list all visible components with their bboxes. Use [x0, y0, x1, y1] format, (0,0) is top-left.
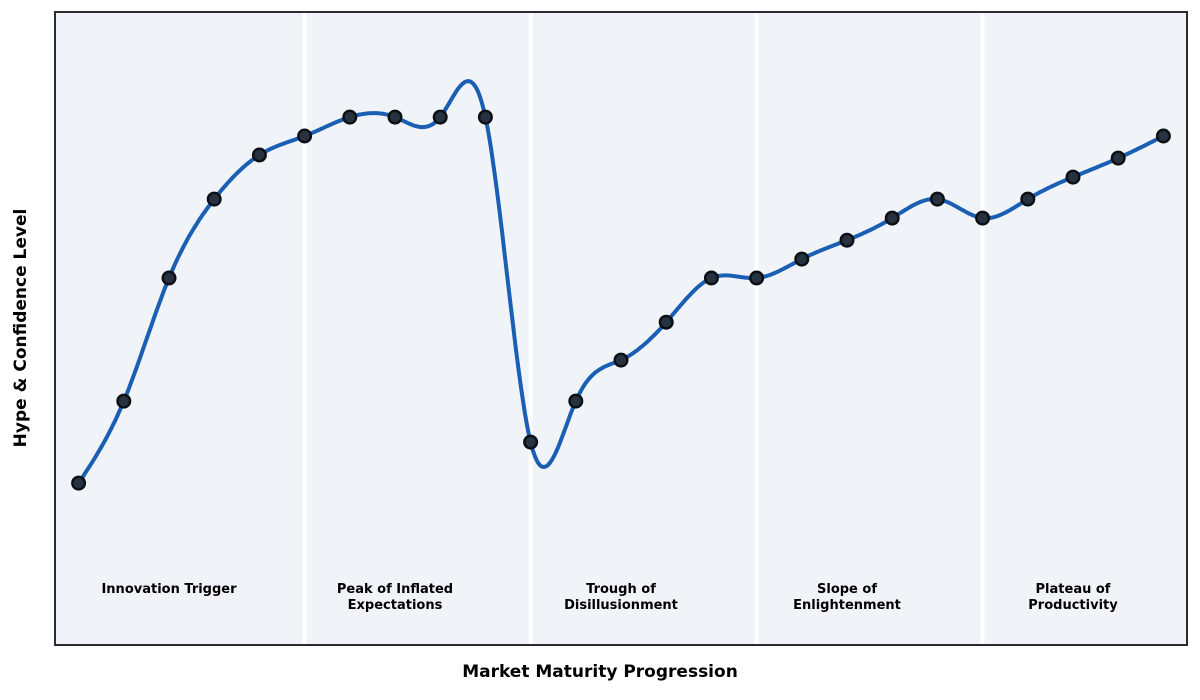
x-axis-label: Market Maturity Progression [462, 662, 738, 682]
phase-label-slope-of-enlightenment: Slope of Enlightenment [793, 582, 901, 613]
plot-area: Innovation Trigger Peak of Inflated Expe… [54, 11, 1188, 646]
phase-label-trough-of-disillusionment: Trough of Disillusionment [564, 582, 678, 613]
phase-label-innovation-trigger: Innovation Trigger [101, 582, 237, 597]
y-axis-label: Hype & Confidence Level [11, 208, 31, 448]
phase-label-peak-of-inflated-expectations: Peak of Inflated Expectations [336, 582, 454, 613]
phase-label-plateau-of-productivity: Plateau of Productivity [1028, 582, 1118, 613]
hype-curve-canvas [71, 13, 1171, 644]
